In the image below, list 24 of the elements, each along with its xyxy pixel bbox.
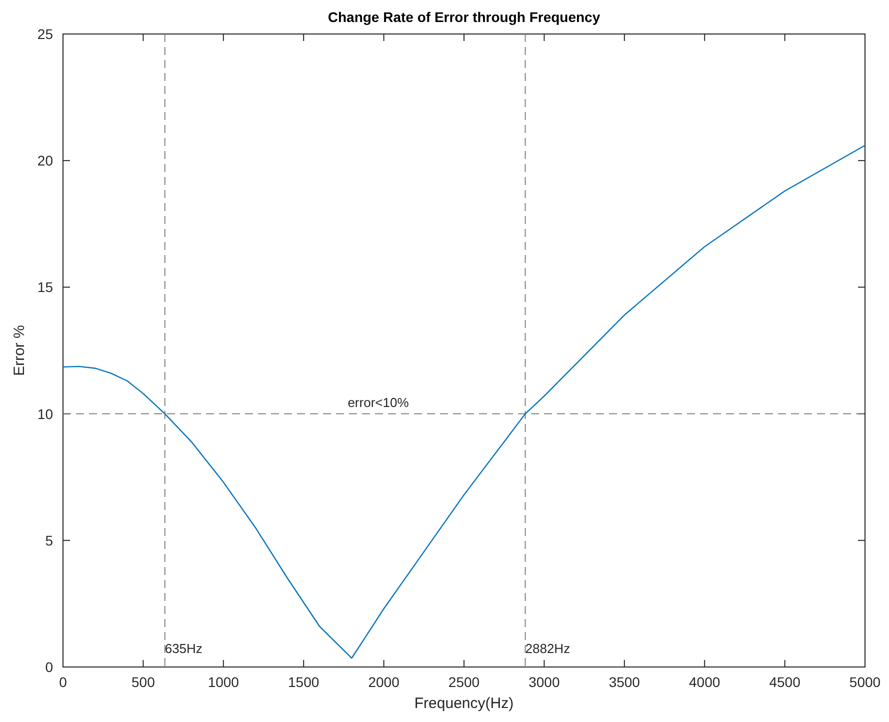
x-tick-label: 2500 <box>448 674 480 690</box>
y-tick-label: 0 <box>45 659 54 675</box>
x-tick-label: 500 <box>132 674 156 690</box>
x-tick-label: 1500 <box>288 674 320 690</box>
ref-line-label: 2882Hz <box>525 641 570 656</box>
y-axis-title: Error % <box>11 325 28 376</box>
y-tick-label: 15 <box>37 279 54 296</box>
x-tick-label: 0 <box>59 674 68 690</box>
x-tick-label: 3000 <box>528 674 560 690</box>
x-tick-label: 1000 <box>208 674 240 690</box>
x-tick-label: 2000 <box>368 674 400 690</box>
x-tick-label: 5000 <box>849 674 881 690</box>
x-tick-label: 4500 <box>769 674 801 690</box>
y-tick-label: 10 <box>37 406 54 422</box>
ref-line-label: error<10% <box>348 394 410 410</box>
chart-title: Change Rate of Error through Frequency <box>328 9 600 25</box>
line-series <box>62 144 866 659</box>
x-tick-label: 4000 <box>689 674 720 690</box>
ref-line-label: 635Hz <box>164 641 202 656</box>
x-axis-title: Frequency(Hz) <box>414 695 514 712</box>
x-tick-label: 3500 <box>608 674 640 690</box>
y-tick-label: 5 <box>45 532 54 548</box>
y-tick-label: 20 <box>37 152 54 169</box>
y-tick-label: 25 <box>37 26 54 42</box>
